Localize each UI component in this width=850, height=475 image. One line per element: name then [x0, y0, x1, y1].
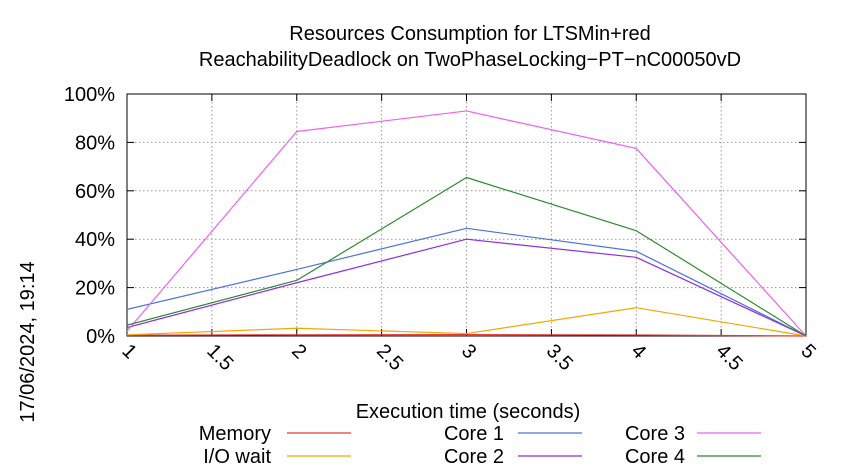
x-tick-label: 5: [796, 340, 819, 363]
plot-frame: [126, 93, 807, 337]
y-tick-label: 60%: [75, 181, 115, 203]
x-tick-label: 2: [287, 340, 310, 363]
x-tick-label: 4: [627, 340, 650, 363]
x-tick-label: 3: [457, 340, 480, 363]
series-line-core-1: [126, 227, 807, 337]
grid-lines: [127, 94, 806, 336]
x-tick-label: 1.5: [202, 340, 237, 375]
x-tick-label: 3.5: [542, 340, 577, 375]
legend-label-core-1: Core 1: [444, 423, 504, 445]
y-tick-label: 80%: [75, 132, 115, 154]
series-line-core-3: [126, 110, 807, 337]
y-tick-label: 100%: [64, 84, 115, 106]
legend-label-core-2: Core 2: [444, 446, 504, 468]
data-series: [126, 110, 807, 337]
chart-subtitle: ReachabilityDeadlock on TwoPhaseLocking−…: [199, 49, 741, 71]
series-line-memory: [126, 333, 807, 337]
x-tick-label: 1: [117, 340, 140, 363]
timestamp: 17/06/2024, 19:14: [17, 261, 39, 422]
y-tick-label: 40%: [75, 229, 115, 251]
y-axis-ticks: 0% 20% 40% 60% 80% 100%: [64, 84, 806, 348]
legend-label-memory: Memory: [199, 423, 271, 445]
series-line-core-4: [126, 176, 807, 337]
y-tick-label: 0%: [86, 326, 115, 348]
chart-title: Resources Consumption for LTSMin+red: [289, 23, 650, 45]
y-tick-label: 20%: [75, 278, 115, 300]
series-line-i-o-wait: [126, 307, 807, 337]
legend-label-core-4: Core 4: [625, 446, 685, 468]
x-tick-label: 2.5: [372, 340, 407, 375]
x-tick-label: 4.5: [712, 340, 747, 375]
legend-label-core-3: Core 3: [625, 423, 685, 445]
series-line-core-2: [126, 238, 807, 337]
legend-label-i-o-wait: I/O wait: [203, 446, 271, 468]
x-axis-label: Execution time (seconds): [356, 401, 581, 423]
